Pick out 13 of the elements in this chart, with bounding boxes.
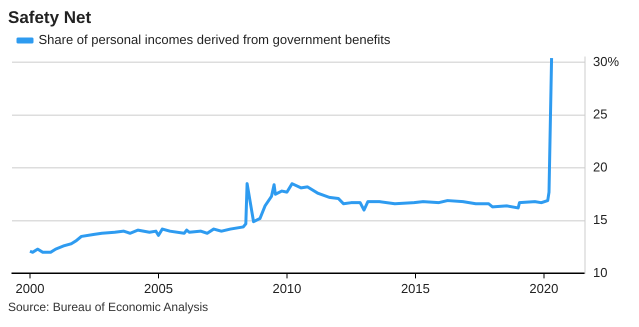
legend-label: Share of personal incomes derived from government benefits (38, 32, 391, 48)
y-tick-label: 20 (592, 159, 608, 174)
x-tick-label: 2020 (529, 280, 558, 296)
y-tick-label: 10 (592, 264, 608, 280)
y-tick-label: 25 (592, 106, 608, 122)
x-tick-label: 2000 (16, 280, 44, 296)
source-note: Source: Bureau of Economic Analysis (8, 300, 210, 315)
y-tick-label: 15 (592, 212, 608, 228)
x-tick-label: 2005 (144, 280, 173, 296)
x-tick-label: 2015 (400, 280, 430, 296)
x-tick-label: 2010 (272, 280, 302, 296)
chart-title: Safety Net (8, 8, 92, 28)
y-tick-label: 30% (592, 54, 620, 69)
